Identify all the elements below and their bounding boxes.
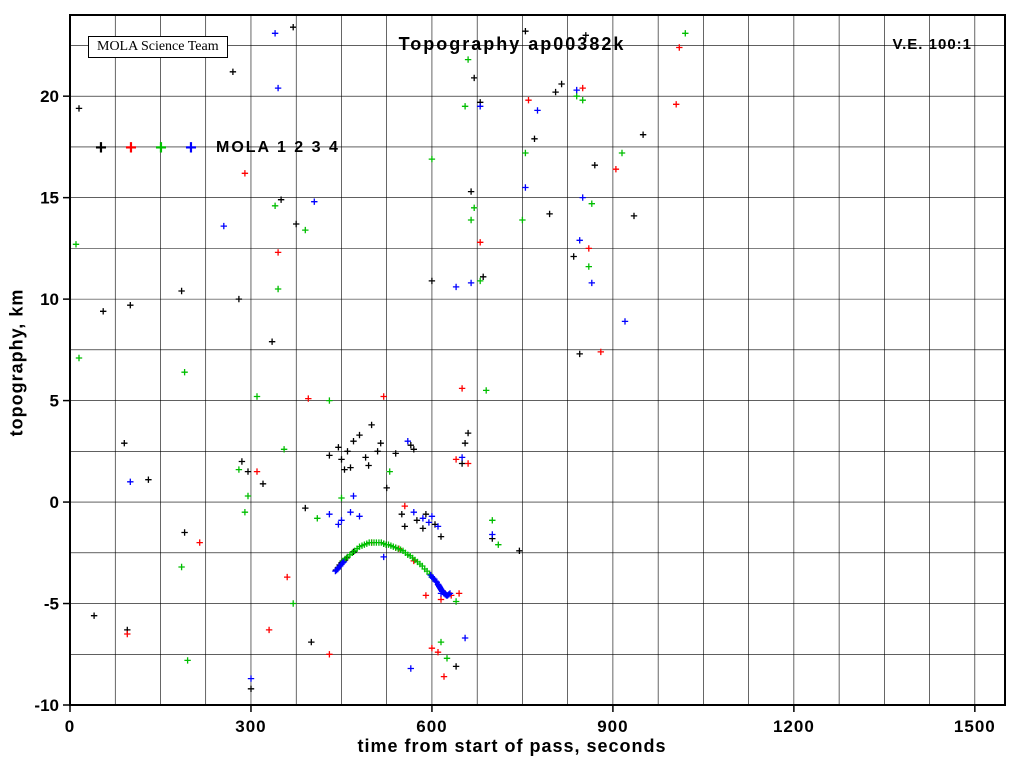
x-tick-label: 600: [416, 717, 447, 736]
x-tick-label: 1200: [773, 717, 815, 736]
x-axis-label: time from start of pass, seconds: [357, 736, 667, 756]
legend-marker-mola4-plus-icon: +: [185, 137, 197, 159]
credit-box: MOLA Science Team: [88, 36, 228, 58]
legend-marker-mola2-plus-icon: +: [125, 137, 137, 159]
y-tick-label: 0: [50, 493, 59, 512]
legend: + + + + MOLA 1 2 3 4: [86, 136, 340, 160]
y-tick-label: 20: [40, 87, 59, 106]
x-tick-label: 300: [235, 717, 266, 736]
y-tick-label: -10: [34, 696, 59, 715]
legend-marker-mola1-plus-icon: +: [95, 137, 107, 159]
legend-marker-mola3-plus-icon: +: [155, 137, 167, 159]
vertical-exaggeration-label: V.E. 100:1: [892, 36, 972, 53]
x-tick-label: 1500: [954, 717, 996, 736]
series-mola-3-points: [72, 30, 689, 664]
y-axis-label: topography, km: [6, 288, 27, 437]
chart-title: Topography ap00382k: [398, 34, 626, 54]
x-tick-label: 0: [65, 717, 75, 736]
y-tick-label: -5: [44, 595, 59, 614]
x-tick-label: 900: [597, 717, 628, 736]
plot-frame: [69, 14, 1006, 706]
y-tick-label: 15: [40, 189, 59, 208]
series-mola-1-points: [75, 24, 647, 692]
y-tick-label: 10: [40, 290, 59, 309]
series-mola-4-points: [127, 30, 629, 682]
y-tick-label: 5: [50, 392, 59, 411]
legend-label: MOLA 1 2 3 4: [216, 139, 340, 156]
